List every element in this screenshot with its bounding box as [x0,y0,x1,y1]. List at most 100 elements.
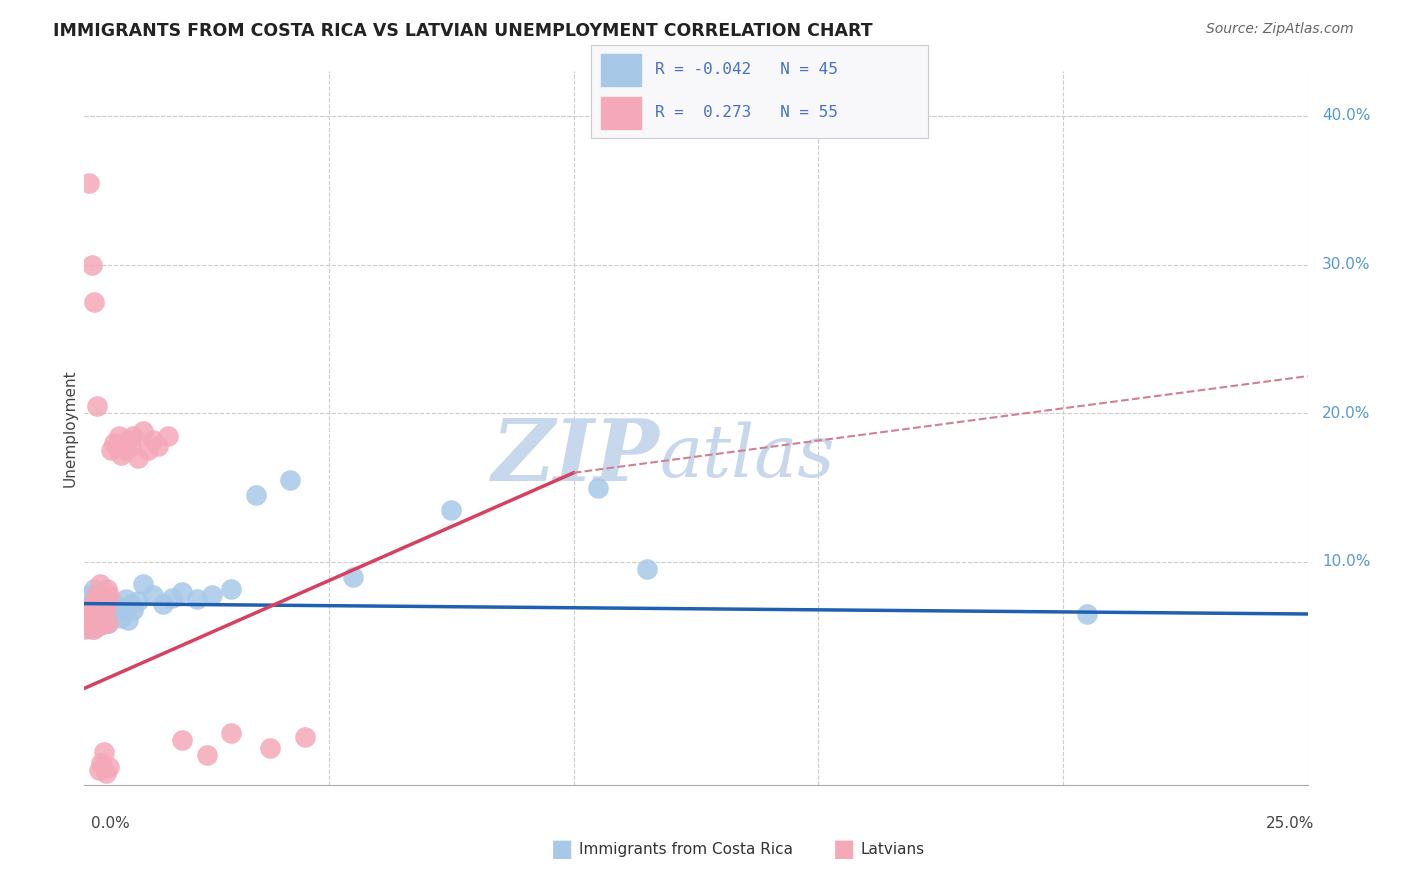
Point [97,588,120,602]
Point [84,610,107,624]
Point [77,607,100,621]
Text: 0.0%: 0.0% [91,816,131,831]
Point [77,588,100,602]
Point [122,602,145,616]
Point [1076,607,1098,621]
Text: 25.0%: 25.0% [1267,816,1315,831]
Point [75,622,97,636]
Point [200,588,222,602]
Point [132,577,155,591]
Point [97,615,120,630]
Point [90,601,112,615]
Point [120,439,142,453]
Point [77,597,100,611]
Point [80,258,103,272]
Point [127,593,149,607]
Point [219,582,242,596]
Point [83,622,105,636]
Point [86,613,108,627]
Point [82,592,104,607]
Point [87,611,110,625]
Point [84,602,107,616]
Point [87,593,110,607]
Point [112,436,135,450]
Text: 30.0%: 30.0% [1322,257,1371,272]
Point [259,740,281,755]
Point [195,748,218,763]
Point [79,611,101,625]
Text: ZIP: ZIP [492,415,659,499]
Point [82,602,104,616]
Point [93,610,115,624]
Y-axis label: Unemployment: Unemployment [62,369,77,487]
Point [87,592,110,607]
Point [91,617,114,632]
Point [96,604,118,618]
Point [152,597,174,611]
Point [94,604,117,618]
Point [75,615,97,629]
Point [97,760,120,774]
Point [186,592,208,607]
Point [86,399,108,413]
Text: atlas: atlas [659,421,835,492]
Point [342,570,364,584]
Point [80,615,103,630]
Point [100,443,122,458]
Point [219,726,242,740]
Point [76,617,98,632]
Bar [600,97,641,129]
Point [91,597,114,611]
Text: 20.0%: 20.0% [1322,406,1371,421]
Text: 40.0%: 40.0% [1322,109,1371,123]
Point [136,443,159,458]
Point [97,615,120,630]
Point [83,294,105,309]
Point [132,424,155,438]
Point [96,582,118,596]
Text: Source: ZipAtlas.com: Source: ZipAtlas.com [1206,22,1354,37]
Point [142,588,165,602]
Point [97,608,120,623]
Point [112,601,135,615]
Point [142,433,165,447]
Point [84,588,107,602]
Point [105,602,128,616]
Point [115,443,138,458]
Point [103,607,125,621]
Point [294,731,316,745]
Point [94,599,117,614]
Point [278,473,301,487]
Point [76,607,98,621]
Point [120,597,142,611]
Point [245,488,267,502]
Text: Immigrants from Costa Rica: Immigrants from Costa Rica [579,842,793,856]
Point [89,601,111,615]
Point [172,733,194,747]
Text: R = -0.042   N = 45: R = -0.042 N = 45 [655,62,838,78]
Point [80,622,103,636]
Text: IMMIGRANTS FROM COSTA RICA VS LATVIAN UNEMPLOYMENT CORRELATION CHART: IMMIGRANTS FROM COSTA RICA VS LATVIAN UN… [53,22,873,40]
Point [87,619,110,633]
Point [83,582,105,596]
Point [77,176,100,190]
Text: 10.0%: 10.0% [1322,555,1371,569]
Point [93,608,115,623]
Point [96,766,118,780]
Point [156,428,179,442]
Point [440,503,463,517]
Point [90,591,112,605]
Point [172,584,194,599]
Text: ■: ■ [551,838,574,861]
Point [103,436,125,450]
Point [117,613,139,627]
Point [115,592,138,607]
Point [110,611,132,625]
Text: R =  0.273   N = 55: R = 0.273 N = 55 [655,105,838,120]
Point [87,763,110,777]
Point [636,562,658,576]
Point [127,450,149,465]
Point [110,448,132,462]
Point [93,745,115,759]
Point [586,481,609,495]
